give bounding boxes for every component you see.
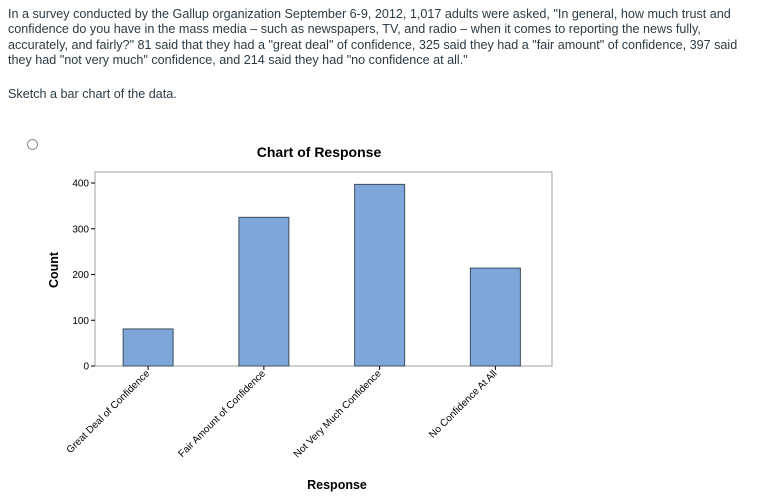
x-tick-label-no-confidence-at-all: No Confidence At All [427,368,499,440]
x-axis-label: Response [307,478,367,492]
x-tick-label-great-deal-of-confidence: Great Deal of Confidence [65,368,153,456]
problem-text: In a survey conducted by the Gallup orga… [8,7,738,67]
y-tick-label-100: 100 [72,316,89,327]
bar-not-very-much-confidence [354,183,406,367]
y-tick-label-200: 200 [72,270,89,281]
x-tick-label-fair-amount-of-confidence: Fair Amount of Confidence [176,368,268,460]
chart-title: Chart of Response [257,144,382,160]
y-tick-label-400: 400 [72,179,89,190]
y-tick-label-0: 0 [83,362,89,373]
y-tick-label-300: 300 [72,224,89,235]
bar-fair-amount-of-confidence [238,216,290,367]
bar-great-deal-of-confidence [122,328,174,367]
x-tick-label-not-very-much-confidence: Not Very Much Confidence [292,368,384,460]
bar-no-confidence-at-all [469,267,521,367]
y-axis-label: Count [47,251,61,288]
instruction-text: Sketch a bar chart of the data. [8,87,177,101]
answer-radio-button[interactable] [27,139,38,150]
